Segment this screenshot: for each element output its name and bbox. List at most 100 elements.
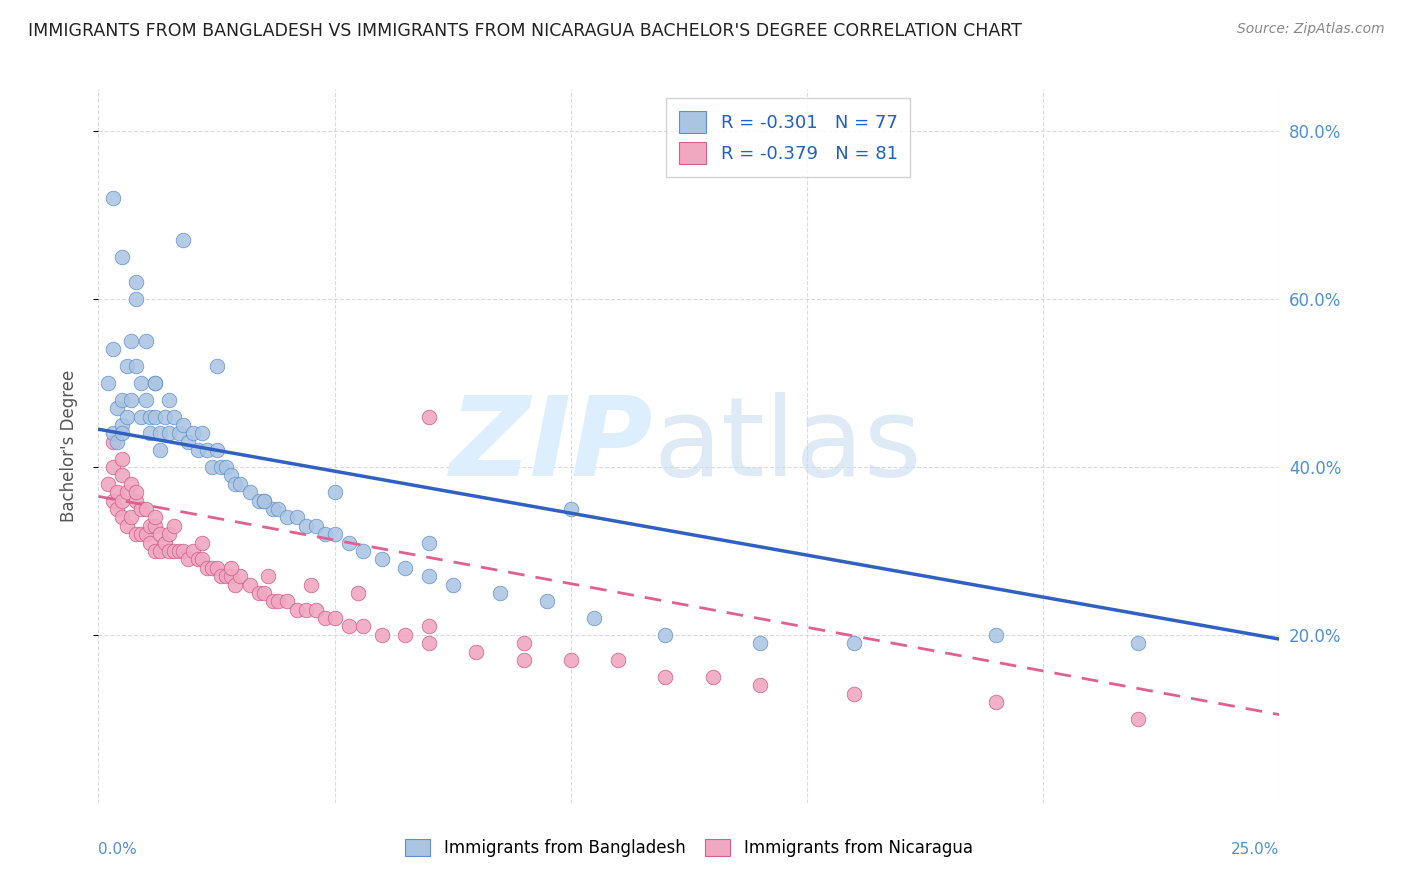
Point <box>139 426 162 441</box>
Point <box>512 636 534 650</box>
Point <box>984 695 1007 709</box>
Point <box>1126 636 1149 650</box>
Point <box>172 233 194 247</box>
Point <box>441 577 464 591</box>
Point <box>181 426 204 441</box>
Point <box>111 426 134 441</box>
Point <box>205 443 228 458</box>
Point <box>418 636 440 650</box>
Point <box>139 409 162 424</box>
Point <box>219 468 242 483</box>
Point <box>101 343 124 357</box>
Point <box>247 493 270 508</box>
Text: atlas: atlas <box>654 392 922 500</box>
Point <box>205 560 228 574</box>
Point <box>181 544 204 558</box>
Point <box>105 485 128 500</box>
Point <box>583 611 606 625</box>
Point <box>314 611 336 625</box>
Point <box>323 611 346 625</box>
Text: ZIP: ZIP <box>450 392 654 500</box>
Point <box>201 560 224 574</box>
Point <box>97 476 120 491</box>
Point <box>371 552 394 566</box>
Point <box>139 518 162 533</box>
Point <box>299 577 322 591</box>
Point <box>984 628 1007 642</box>
Point <box>143 376 166 390</box>
Point <box>101 191 124 205</box>
Point <box>371 628 394 642</box>
Point <box>191 426 214 441</box>
Point <box>323 485 346 500</box>
Point <box>748 636 770 650</box>
Point <box>1126 712 1149 726</box>
Point <box>115 485 138 500</box>
Point <box>418 569 440 583</box>
Point <box>323 527 346 541</box>
Point <box>121 392 143 407</box>
Point <box>276 594 298 608</box>
Point <box>654 628 676 642</box>
Point <box>149 443 172 458</box>
Point <box>101 426 124 441</box>
Point <box>394 628 416 642</box>
Point <box>157 527 180 541</box>
Point <box>201 460 224 475</box>
Point <box>215 569 238 583</box>
Point <box>305 603 328 617</box>
Point <box>352 544 374 558</box>
Point <box>285 603 308 617</box>
Point <box>239 577 262 591</box>
Point <box>224 476 246 491</box>
Point <box>153 535 176 549</box>
Point <box>239 485 262 500</box>
Point <box>167 544 190 558</box>
Point <box>209 460 232 475</box>
Point <box>209 569 232 583</box>
Point <box>262 594 284 608</box>
Point <box>187 443 209 458</box>
Point <box>163 518 186 533</box>
Point <box>149 527 172 541</box>
Text: 25.0%: 25.0% <box>1232 842 1279 857</box>
Point <box>267 594 290 608</box>
Point <box>177 552 200 566</box>
Point <box>253 586 276 600</box>
Point <box>295 518 318 533</box>
Point <box>111 392 134 407</box>
Point <box>115 409 138 424</box>
Point <box>105 401 128 416</box>
Point <box>215 460 238 475</box>
Point <box>143 409 166 424</box>
Point <box>305 518 328 533</box>
Point <box>177 434 200 449</box>
Point <box>224 577 246 591</box>
Text: 0.0%: 0.0% <box>98 842 138 857</box>
Point <box>172 544 194 558</box>
Point <box>262 502 284 516</box>
Point <box>121 476 143 491</box>
Point <box>125 493 148 508</box>
Point <box>285 510 308 524</box>
Point <box>125 359 148 374</box>
Point <box>129 409 152 424</box>
Point <box>111 417 134 432</box>
Point <box>337 535 360 549</box>
Point <box>157 392 180 407</box>
Point <box>257 569 280 583</box>
Point <box>229 476 252 491</box>
Point <box>143 510 166 524</box>
Point <box>135 527 157 541</box>
Point <box>105 434 128 449</box>
Point <box>253 493 276 508</box>
Point <box>702 670 724 684</box>
Point <box>512 653 534 667</box>
Point <box>560 502 582 516</box>
Point <box>337 619 360 633</box>
Point <box>125 527 148 541</box>
Point <box>115 518 138 533</box>
Point <box>195 560 218 574</box>
Point <box>97 376 120 390</box>
Point <box>219 560 242 574</box>
